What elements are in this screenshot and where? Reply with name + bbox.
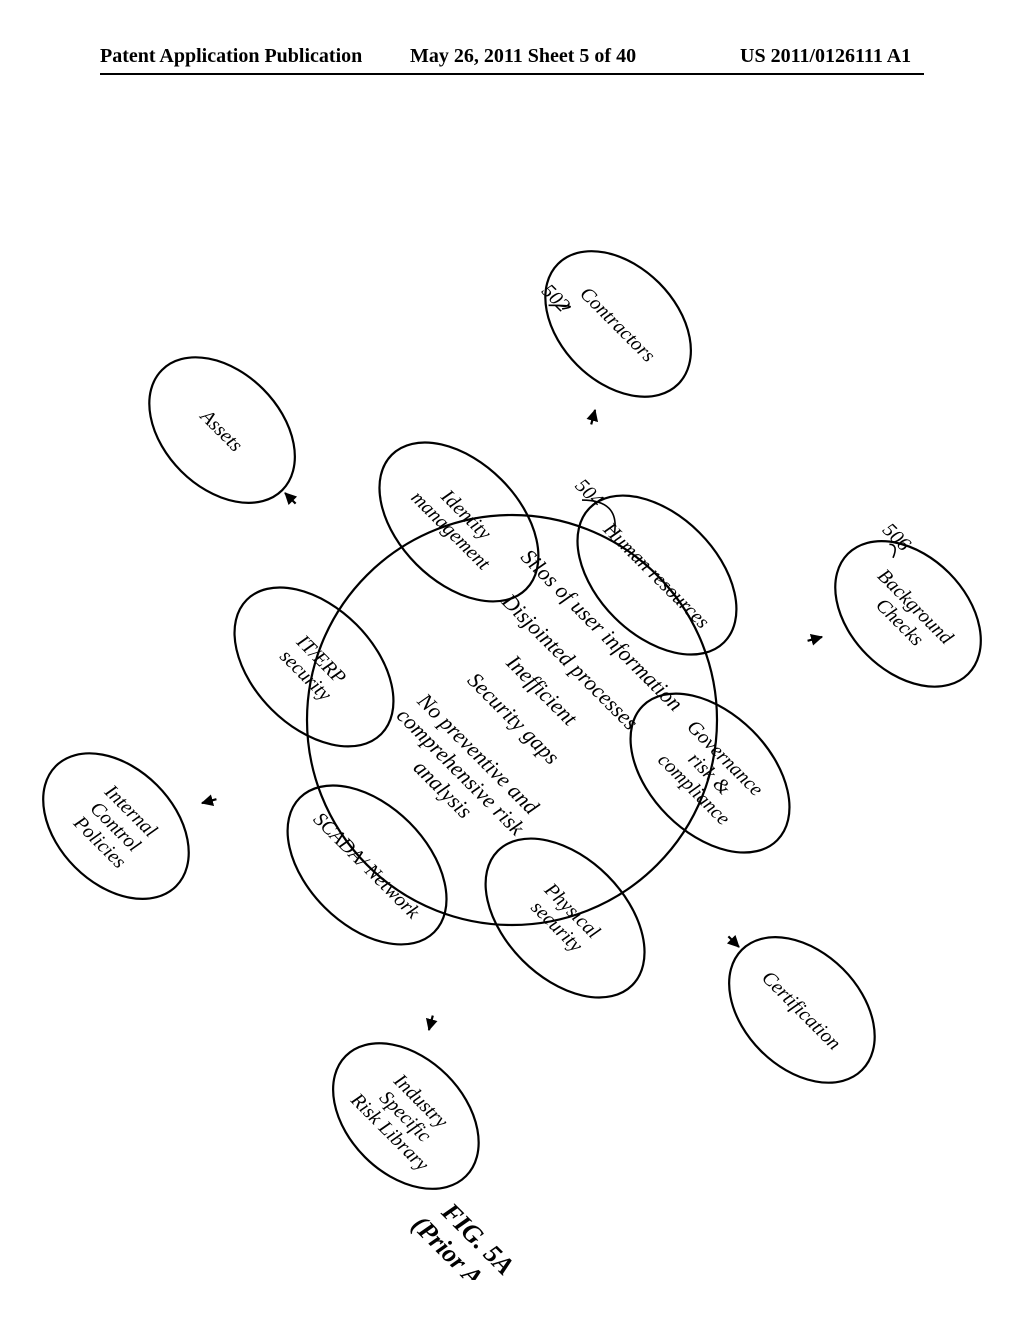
label-line: Human resources (598, 518, 714, 634)
ref-label: 504 (571, 475, 608, 512)
ref-label-group: 502 (537, 280, 574, 317)
radial-arrow (202, 799, 216, 803)
diagram-canvas: Silos of user informationDisjointed proc… (0, 80, 1024, 1280)
ref-label-group: 506 (878, 519, 915, 556)
outer-ellipse-label: Assets (195, 404, 247, 456)
inner-ellipse-label: SCADA/ Network (309, 808, 425, 924)
ref-label-group: 504 (571, 475, 608, 512)
radial-arrow (429, 1016, 433, 1030)
outer-ellipse-label: Certification (757, 967, 845, 1055)
inner-ellipse-label: Identitymanagement (407, 471, 511, 575)
radial-arrow (285, 493, 296, 504)
header-rule (100, 73, 924, 75)
ref-label: 502 (537, 280, 574, 317)
label-line: SCADA/ Network (309, 808, 425, 924)
outer-ellipse-label: Contractors (575, 283, 659, 367)
label-line: Certification (757, 967, 845, 1055)
label-line: Assets (195, 404, 247, 456)
inner-ellipse-label: IT/ERPsecurity (275, 630, 351, 706)
inner-ellipse-label: Physicalsecurity (524, 878, 605, 959)
figure-caption: FIG. 5A(Prior Art) (406, 1188, 528, 1280)
outer-ellipse-label: InternalControlPolicies (68, 780, 161, 873)
diagram-svg: Silos of user informationDisjointed proc… (0, 80, 1024, 1280)
header-left: Patent Application Publication (100, 45, 362, 68)
outer-ellipse-label: BackgroundChecks (857, 565, 957, 665)
radial-arrow (728, 936, 739, 947)
inner-ellipse-label: Human resources (598, 518, 714, 634)
page: Patent Application Publication May 26, 2… (0, 0, 1024, 1320)
radial-arrow (591, 410, 595, 424)
radial-arrow (808, 637, 822, 641)
ref-label: 506 (878, 519, 915, 556)
header-right: US 2011/0126111 A1 (740, 45, 911, 68)
header-mid: May 26, 2011 Sheet 5 of 40 (410, 45, 636, 68)
inner-ellipse-label: Governancerisk &compliance (651, 716, 767, 832)
label-line: Contractors (575, 283, 659, 367)
